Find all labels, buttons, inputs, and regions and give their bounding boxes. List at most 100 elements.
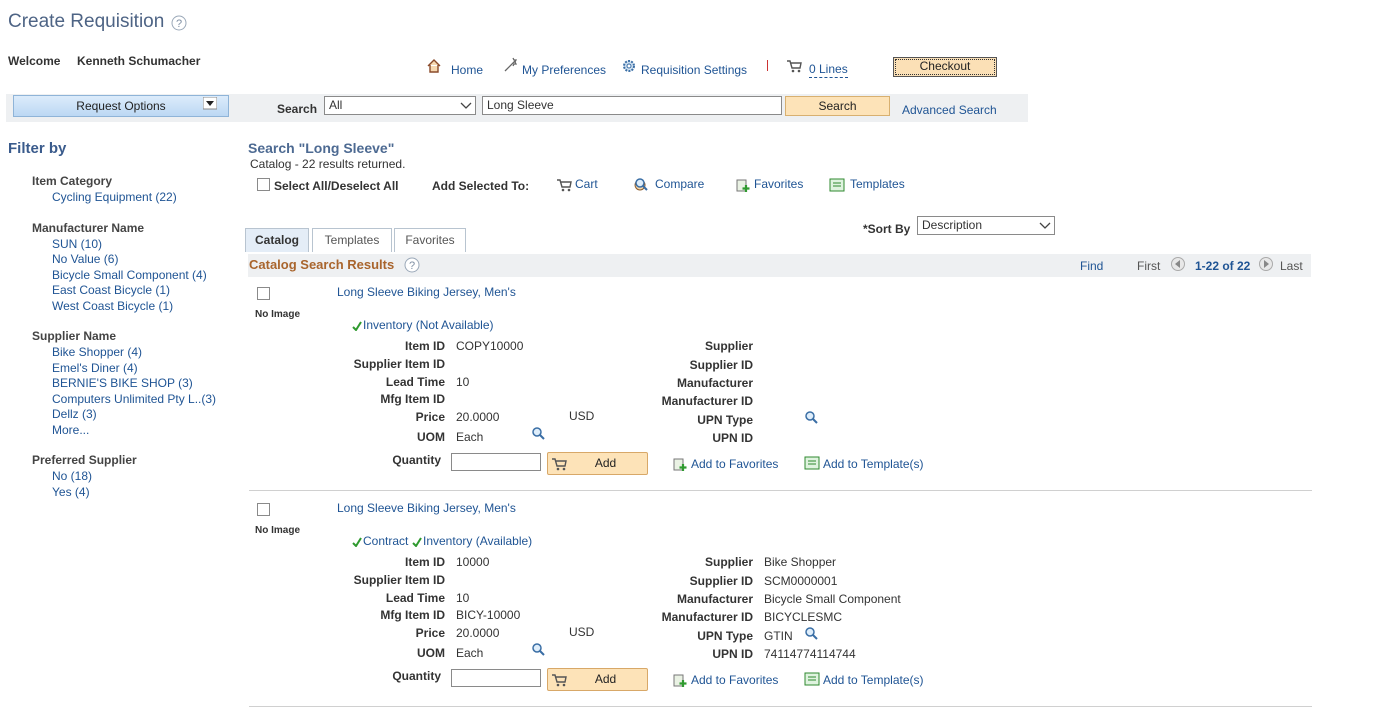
supplier-label: Manufacturer bbox=[676, 376, 753, 390]
detail-value: 10 bbox=[456, 591, 470, 605]
detail-currency: USD bbox=[569, 409, 595, 423]
filter-option[interactable]: No Value (6) bbox=[52, 252, 119, 266]
add-selected-label: Add Selected To: bbox=[432, 179, 530, 193]
search-label: Search bbox=[277, 102, 318, 116]
uom-lookup-icon bbox=[531, 642, 545, 656]
filter-title: Filter by bbox=[8, 140, 67, 157]
supplier-label: Supplier ID bbox=[689, 574, 753, 588]
select-all-label: Select All/Deselect All bbox=[274, 179, 399, 193]
filter-option[interactable]: Bicycle Small Component (4) bbox=[52, 267, 207, 282]
add-favorites-link[interactable]: Add to Favorites bbox=[691, 457, 779, 471]
home-icon-svg bbox=[427, 59, 441, 73]
search-input[interactable]: Long Sleeve bbox=[482, 96, 782, 115]
add-favorites-link[interactable]: Add to Favorites bbox=[691, 673, 779, 687]
detail-value: COPY10000 bbox=[456, 339, 524, 353]
upn-lookup-icon bbox=[804, 626, 818, 640]
home-link[interactable]: Home bbox=[451, 63, 484, 77]
detail-label: Supplier Item ID bbox=[353, 357, 445, 371]
detail-label: Lead Time bbox=[385, 591, 445, 605]
filter-option[interactable]: No (18) bbox=[52, 469, 93, 483]
item-checkbox[interactable] bbox=[257, 287, 270, 300]
add-button[interactable]: Add bbox=[547, 668, 648, 691]
request-options-arrow-svg bbox=[203, 97, 217, 110]
status-check bbox=[352, 321, 362, 331]
filter-option[interactable]: Yes (4) bbox=[52, 484, 90, 499]
add-cart-icon bbox=[551, 456, 567, 472]
help-icon: ? bbox=[171, 15, 187, 31]
add-target-icon-svg bbox=[634, 178, 648, 191]
item-title[interactable]: Long Sleeve Biking Jersey, Men's bbox=[337, 501, 516, 515]
advanced-search-link[interactable]: Advanced Search bbox=[902, 103, 997, 117]
item-title[interactable]: Long Sleeve Biking Jersey, Men's bbox=[337, 285, 516, 299]
filter-option[interactable]: East Coast Bicycle (1) bbox=[52, 283, 171, 297]
status-link[interactable]: Contract bbox=[363, 534, 409, 548]
sort-select[interactable]: Description bbox=[917, 216, 1055, 235]
supplier-value: BICYCLESMC bbox=[764, 610, 843, 624]
upn-lookup-icon bbox=[804, 410, 818, 424]
search-button[interactable]: Search bbox=[785, 96, 890, 116]
quantity-input[interactable] bbox=[451, 669, 541, 687]
filter-option[interactable]: Computers Unlimited Pty L..(3) bbox=[52, 391, 217, 406]
add-favorites-icon-svg bbox=[673, 458, 687, 471]
status-check bbox=[352, 537, 362, 547]
request-options-button[interactable]: Request Options bbox=[13, 95, 229, 117]
status-check-svg bbox=[412, 537, 422, 547]
add-target-link[interactable]: Templates bbox=[850, 177, 905, 191]
filter-option[interactable]: Cycling Equipment (22) bbox=[52, 190, 177, 204]
result-tab[interactable]: Favorites bbox=[394, 228, 466, 252]
filter-option[interactable]: SUN (10) bbox=[52, 236, 103, 251]
add-template-link[interactable]: Add to Template(s) bbox=[823, 457, 924, 471]
add-target-icon bbox=[735, 177, 751, 193]
sort-arrow bbox=[1039, 221, 1051, 230]
result-tab[interactable]: Templates bbox=[312, 228, 392, 252]
add-template-icon bbox=[804, 671, 820, 687]
supplier-label: UPN Type bbox=[697, 629, 753, 643]
find-link[interactable]: Find bbox=[1080, 259, 1104, 273]
add-template-link[interactable]: Add to Template(s) bbox=[823, 673, 924, 687]
filter-option[interactable]: Dellz (3) bbox=[52, 407, 97, 421]
checkout-button[interactable]: Checkout bbox=[893, 57, 997, 77]
preferences-link[interactable]: My Preferences bbox=[522, 63, 607, 77]
add-target-link[interactable]: Favorites bbox=[754, 177, 804, 191]
result-tab[interactable]: Catalog bbox=[245, 228, 309, 252]
no-image: No Image bbox=[255, 525, 301, 536]
nav-separator bbox=[767, 60, 768, 71]
settings-link[interactable]: Requisition Settings bbox=[641, 63, 748, 77]
filter-option[interactable]: Emel's Diner (4) bbox=[52, 360, 138, 375]
add-favorites-icon-svg bbox=[673, 674, 687, 687]
add-target-icon-svg bbox=[557, 179, 572, 192]
detail-value: BICY-10000 bbox=[456, 608, 521, 622]
detail-label: Mfg Item ID bbox=[380, 392, 445, 406]
status-check bbox=[412, 537, 422, 547]
search-scope-select[interactable]: All bbox=[324, 96, 476, 115]
supplier-label: UPN ID bbox=[712, 647, 753, 661]
upn-lookup-icon-svg bbox=[805, 411, 818, 424]
item-checkbox[interactable] bbox=[257, 503, 270, 516]
add-button[interactable]: Add bbox=[547, 452, 648, 475]
add-target-link[interactable]: Compare bbox=[655, 177, 705, 191]
preferences-icon bbox=[503, 57, 519, 73]
quantity-label: Quantity bbox=[392, 453, 441, 467]
user-name: Kenneth Schumacher bbox=[77, 54, 201, 68]
prev-icon-svg bbox=[1171, 257, 1185, 271]
section-help-icon-svg: ? bbox=[404, 257, 420, 273]
select-all-checkbox[interactable] bbox=[257, 178, 270, 191]
settings-icon bbox=[621, 58, 637, 74]
filter-option[interactable]: Bike Shopper (4) bbox=[52, 345, 143, 359]
preferences-icon-svg bbox=[504, 57, 518, 72]
add-target-link[interactable]: Cart bbox=[575, 177, 598, 191]
filter-option[interactable]: More... bbox=[52, 422, 90, 437]
help-icon-svg: ? bbox=[171, 15, 187, 31]
filter-option[interactable]: BERNIE'S BIKE SHOP (3) bbox=[52, 376, 193, 390]
welcome-label: Welcome bbox=[8, 54, 61, 68]
filter-option[interactable]: West Coast Bicycle (1) bbox=[52, 298, 174, 313]
first-label[interactable]: First bbox=[1137, 259, 1161, 273]
status-link[interactable]: Inventory (Not Available) bbox=[363, 318, 494, 332]
quantity-input[interactable] bbox=[451, 453, 541, 471]
last-label[interactable]: Last bbox=[1280, 259, 1303, 273]
status-link[interactable]: Inventory (Available) bbox=[423, 534, 533, 548]
supplier-label: Manufacturer bbox=[676, 592, 753, 606]
add-target-icon bbox=[829, 177, 845, 193]
status-check-svg bbox=[352, 537, 362, 547]
cart-lines-link[interactable]: 0 Lines bbox=[809, 62, 848, 78]
